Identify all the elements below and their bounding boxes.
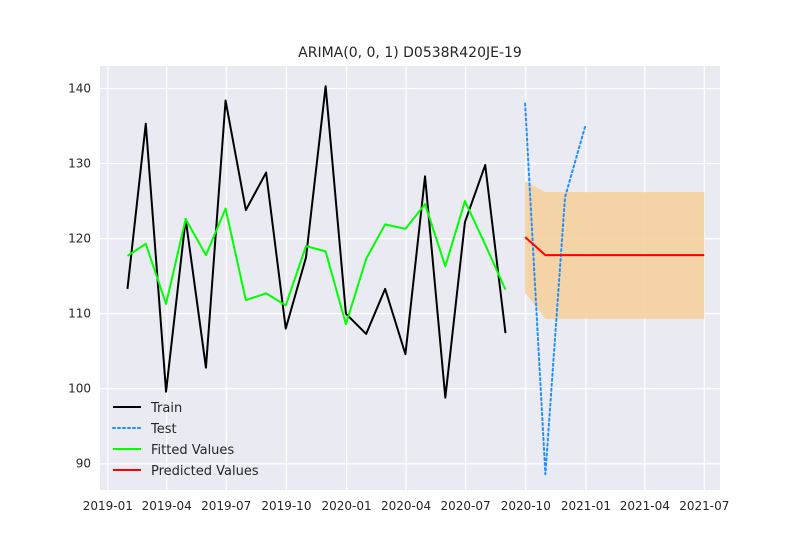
y-tick-label: 90 — [76, 457, 91, 471]
legend-label: Train — [150, 401, 182, 416]
x-tick-label: 2019-07 — [201, 499, 251, 513]
x-tick-label: 2020-07 — [441, 499, 491, 513]
x-tick-label: 2020-10 — [501, 499, 551, 513]
y-tick-label: 120 — [68, 232, 91, 246]
x-axis: 2019-01 2019-04 2019-07 2019-10 2020-01 2020-… — [83, 499, 730, 513]
x-tick-label: 2020-04 — [381, 499, 431, 513]
y-tick-label: 130 — [68, 157, 91, 171]
x-tick-label: 2021-04 — [620, 499, 670, 513]
y-tick-label: 110 — [68, 307, 91, 321]
chart-title: ARIMA(0, 0, 1) D0538R420JE-19 — [298, 45, 522, 61]
series-predicted-values — [524, 236, 705, 257]
x-tick-label: 2019-04 — [142, 499, 192, 513]
legend-label: Predicted Values — [151, 464, 259, 479]
legend: Train Test Fitted Values Predicted Values — [112, 401, 259, 479]
series-lines — [126, 85, 705, 476]
series-train — [126, 85, 507, 399]
series-fitted-values — [126, 200, 507, 326]
x-tick-label: 2019-10 — [261, 499, 311, 513]
confidence-band-area — [525, 181, 705, 319]
x-tick-label: 2021-07 — [679, 499, 729, 513]
legend-label: Test — [150, 422, 177, 437]
x-tick-label: 2020-01 — [321, 499, 371, 513]
y-axis: 90 100 110 120 130 140 — [68, 82, 91, 471]
x-tick-label: 2019-01 — [83, 499, 133, 513]
x-tick-label: 2021-01 — [561, 499, 611, 513]
confidence-band — [525, 181, 705, 319]
y-tick-label: 100 — [68, 382, 91, 396]
legend-label: Fitted Values — [151, 443, 234, 458]
series-test — [524, 102, 587, 476]
y-tick-label: 140 — [68, 82, 91, 96]
